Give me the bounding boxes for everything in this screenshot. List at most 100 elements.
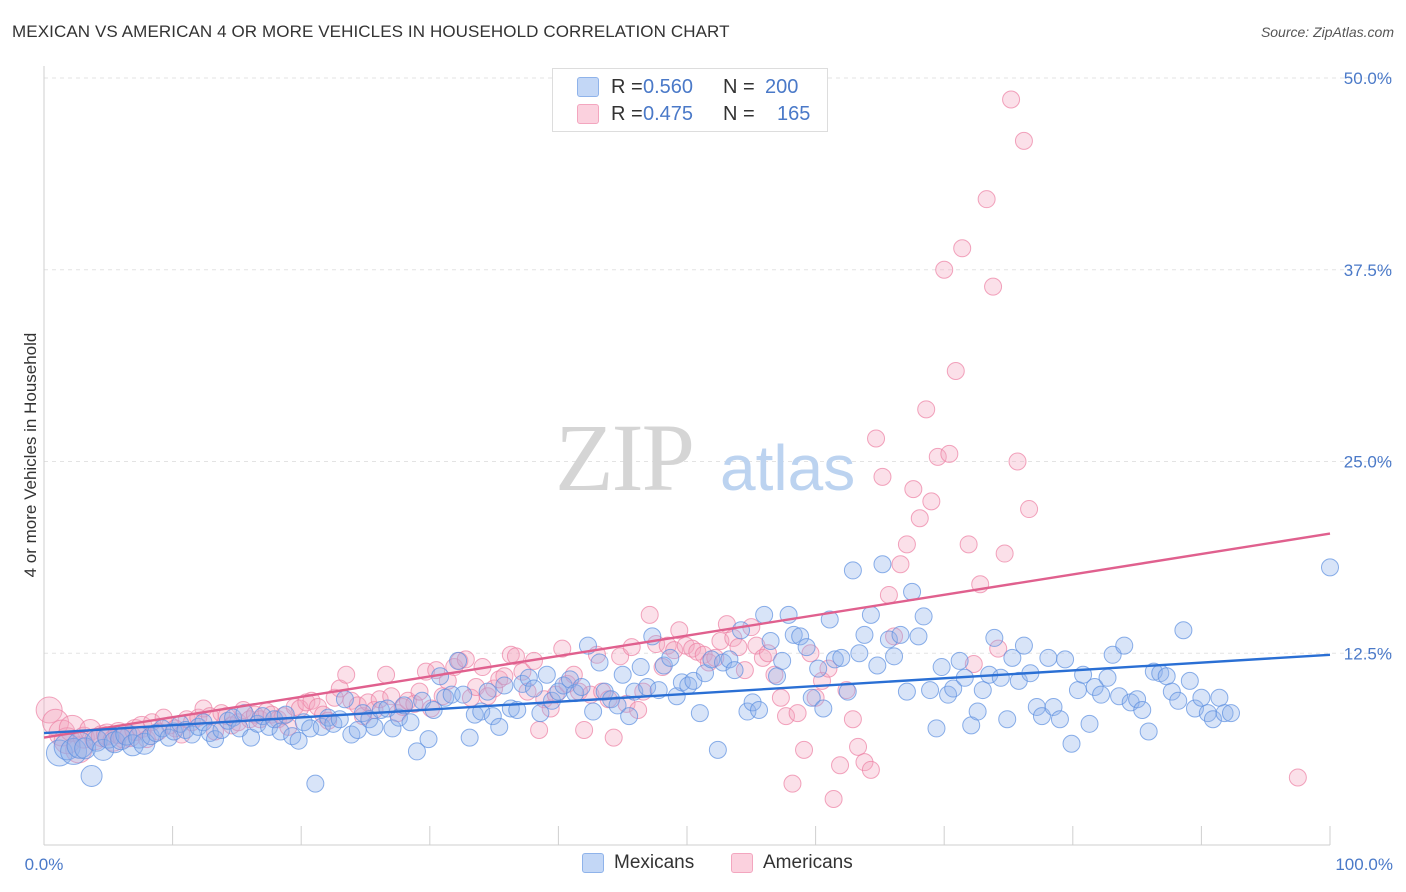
point-americans: [337, 665, 356, 684]
point-americans: [683, 639, 702, 658]
point-mexicans: [661, 648, 680, 667]
legend-row-mexicans: R = 0.560 N = 200: [577, 75, 798, 99]
point-mexicans: [743, 693, 762, 712]
point-mexicans: [720, 650, 739, 669]
legend-label-americans: Americans: [763, 852, 853, 873]
legend-r-label: R =: [611, 75, 643, 98]
point-mexicans: [164, 722, 183, 741]
point-americans: [35, 696, 63, 724]
point-mexicans: [1169, 691, 1188, 710]
point-mexicans: [283, 727, 302, 746]
point-mexicans: [182, 725, 201, 744]
point-americans: [897, 535, 916, 554]
point-americans: [795, 740, 814, 759]
point-mexicans: [1203, 710, 1222, 729]
point-americans: [699, 653, 718, 672]
point-mexicans: [401, 713, 420, 732]
legend-n-label: N =: [723, 102, 755, 125]
point-americans: [1014, 131, 1033, 150]
point-mexicans: [809, 659, 828, 678]
point-mexicans: [1128, 690, 1147, 709]
legend-swatch-mexicans: [577, 77, 599, 97]
point-mexicans: [1110, 687, 1129, 706]
y-tick-label: 12.5%: [1344, 644, 1392, 663]
point-americans: [824, 789, 843, 808]
legend-r-value: 0.560: [643, 75, 694, 98]
point-mexicans: [1115, 636, 1134, 655]
point-americans: [1008, 452, 1027, 471]
point-americans: [885, 627, 904, 646]
point-mexicans: [460, 728, 479, 747]
point-americans: [788, 704, 807, 723]
point-mexicans: [383, 719, 402, 738]
point-mexicans: [342, 725, 361, 744]
point-mexicans: [909, 627, 928, 646]
point-mexicans: [861, 605, 880, 624]
point-mexicans: [449, 651, 468, 670]
point-mexicans: [454, 685, 473, 704]
point-americans: [629, 701, 648, 720]
point-mexicans: [508, 701, 527, 720]
point-americans: [495, 667, 514, 686]
series-legend: Mexicans Americans: [0, 852, 1406, 878]
legend-swatch-americans: [731, 853, 753, 873]
axes: [43, 66, 1331, 846]
point-americans: [640, 605, 659, 624]
point-mexicans: [1180, 671, 1199, 690]
legend-item-americans[interactable]: Americans: [731, 852, 853, 874]
point-mexicans: [1080, 714, 1099, 733]
point-mexicans: [1014, 636, 1033, 655]
point-mexicans: [843, 561, 862, 580]
point-americans: [553, 639, 572, 658]
point-americans: [910, 509, 929, 528]
point-americans: [777, 707, 796, 726]
point-mexicans: [531, 704, 550, 723]
point-mexicans: [914, 607, 933, 626]
point-mexicans: [419, 730, 438, 749]
point-mexicans: [927, 719, 946, 738]
point-mexicans: [1139, 722, 1158, 741]
legend-n-value: 200: [765, 75, 799, 98]
point-mexicans: [631, 658, 650, 677]
point-mexicans: [885, 647, 904, 666]
point-americans: [506, 647, 525, 666]
point-mexicans: [1162, 682, 1181, 701]
point-mexicans: [820, 610, 839, 629]
point-mexicans: [613, 665, 632, 684]
point-mexicans: [1062, 734, 1081, 753]
point-mexicans: [832, 648, 851, 667]
point-mexicans: [755, 605, 774, 624]
point-americans: [670, 621, 689, 640]
point-mexicans: [797, 638, 816, 657]
y-tick-label: 37.5%: [1344, 261, 1392, 280]
point-mexicans: [1174, 621, 1193, 640]
point-americans: [946, 361, 965, 380]
point-americans: [873, 467, 892, 486]
point-americans: [904, 480, 923, 499]
point-mexicans: [773, 651, 792, 670]
point-americans: [530, 720, 549, 739]
point-mexicans: [654, 656, 673, 675]
point-americans: [953, 239, 972, 258]
legend-item-mexicans[interactable]: Mexicans: [582, 852, 694, 874]
point-mexicans: [312, 717, 331, 736]
point-mexicans: [991, 668, 1010, 687]
point-mexicans: [276, 705, 295, 724]
gridlines: [44, 77, 1394, 654]
point-mexicans: [944, 679, 963, 698]
point-americans: [879, 585, 898, 604]
point-americans: [917, 400, 936, 419]
point-mexicans: [330, 710, 349, 729]
point-mexicans: [306, 774, 325, 793]
watermark: ZIP atlas: [555, 404, 855, 511]
point-mexicans: [950, 651, 969, 670]
y-tick-label: 50.0%: [1344, 69, 1392, 88]
point-americans: [984, 277, 1003, 296]
point-mexicans: [791, 627, 810, 646]
point-mexicans: [103, 731, 126, 754]
point-mexicans: [738, 702, 757, 721]
point-mexicans: [519, 668, 538, 687]
point-americans: [940, 444, 959, 463]
point-mexicans: [690, 704, 709, 723]
